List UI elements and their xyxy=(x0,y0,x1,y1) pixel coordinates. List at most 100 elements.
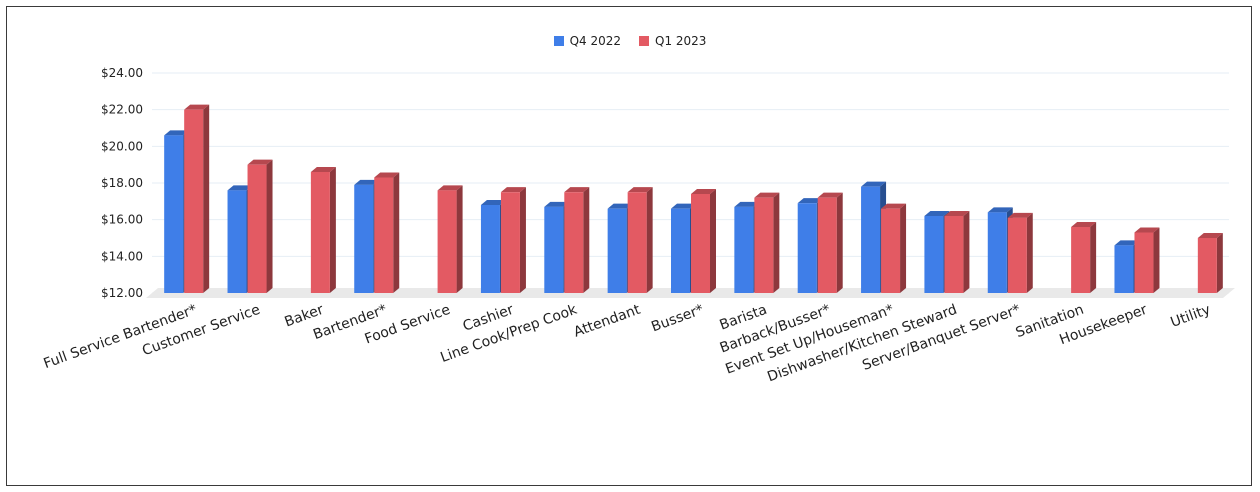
bar xyxy=(627,187,653,293)
bar xyxy=(817,192,843,293)
bar-front xyxy=(247,164,267,293)
bar-front xyxy=(184,109,204,294)
bar-top xyxy=(247,159,273,165)
bar-top xyxy=(881,203,907,209)
bar-side xyxy=(203,104,210,294)
bar-top xyxy=(671,203,696,209)
bar-front xyxy=(227,190,247,293)
bar-front xyxy=(480,205,500,293)
bar-top xyxy=(500,187,526,193)
bar-top xyxy=(627,187,653,193)
bar xyxy=(944,211,970,293)
bar-top xyxy=(797,198,823,204)
bar-front xyxy=(1134,232,1154,293)
y-tick-label: $18.00 xyxy=(101,176,143,190)
bar-top xyxy=(1071,222,1097,227)
bar-front xyxy=(354,184,374,293)
bar-top xyxy=(1007,212,1033,218)
x-tick-label: Utility xyxy=(1169,302,1213,331)
bar-front xyxy=(987,212,1007,293)
bar-top xyxy=(310,167,336,172)
chart-frame: Q4 2022 Q1 2023 $12.00 $14.00 $16.00 $18.00… xyxy=(6,6,1252,486)
bar-front xyxy=(691,194,710,293)
bar-front xyxy=(797,203,817,293)
bar-chart: $12.00 $14.00 $16.00 $18.00 $20.00 $22.00 $24.… xyxy=(42,66,1235,385)
bar-top xyxy=(607,203,633,209)
bar-front xyxy=(1007,217,1027,293)
bar xyxy=(881,203,907,293)
bar xyxy=(1197,233,1223,293)
bar xyxy=(500,187,526,293)
bar-top xyxy=(734,201,760,207)
bar-front xyxy=(544,206,564,293)
bar xyxy=(754,192,780,293)
bar-side xyxy=(1153,227,1160,293)
legend-label-q1-2023: Q1 2023 xyxy=(655,34,707,48)
bar-side xyxy=(710,189,716,293)
legend-item-q4-2022[interactable]: Q4 2022 xyxy=(553,34,621,48)
bar xyxy=(691,189,716,293)
bar-front xyxy=(164,135,184,293)
bar-front xyxy=(754,197,774,293)
x-tick-label: Busser* xyxy=(649,302,706,336)
bar-side xyxy=(1026,212,1033,293)
bar-top xyxy=(944,211,970,216)
bar-front xyxy=(374,177,394,293)
bar-top xyxy=(227,185,253,191)
y-tick-label: $12.00 xyxy=(101,286,143,300)
bar-side xyxy=(519,187,526,293)
bar-top xyxy=(480,200,506,205)
bar-side xyxy=(963,211,970,293)
bar-side xyxy=(329,167,336,293)
bar-front xyxy=(734,206,754,293)
legend-item-q1-2023[interactable]: Q1 2023 xyxy=(639,34,706,48)
bar-side xyxy=(266,159,273,293)
y-tick-label: $22.00 xyxy=(101,103,143,117)
bar-side xyxy=(583,187,590,293)
bar-top xyxy=(924,211,950,216)
bar-front xyxy=(817,197,837,293)
bar-top xyxy=(691,189,716,194)
bar-top xyxy=(817,192,843,198)
bar xyxy=(437,185,463,293)
bar-front xyxy=(924,216,944,293)
bar-side xyxy=(393,172,400,293)
bar-front xyxy=(861,186,881,293)
bar xyxy=(564,187,590,293)
bar-top xyxy=(164,130,190,136)
bar-front xyxy=(881,208,901,293)
bar-side xyxy=(456,185,463,293)
y-tick-label: $14.00 xyxy=(101,249,143,263)
bar-front xyxy=(671,208,690,293)
bar xyxy=(247,159,273,293)
bar-top xyxy=(861,181,887,187)
bar-top xyxy=(437,185,463,191)
bar-top xyxy=(374,172,400,178)
bar-front xyxy=(1071,227,1091,293)
bar-top xyxy=(354,179,380,185)
y-tick-label: $20.00 xyxy=(101,139,143,153)
bar-front xyxy=(500,192,520,293)
bar-top xyxy=(754,192,780,198)
bar-top xyxy=(544,201,570,207)
legend-label-q4-2022: Q4 2022 xyxy=(569,34,621,48)
bar-top xyxy=(987,207,1013,213)
bar xyxy=(310,167,336,293)
bar-side xyxy=(773,192,780,293)
bar-top xyxy=(1114,240,1140,246)
bar-front xyxy=(437,190,457,293)
bar-top xyxy=(1197,233,1223,238)
bar xyxy=(184,104,210,294)
bar-top xyxy=(184,104,210,110)
legend-swatch-q1-2023 xyxy=(639,36,649,46)
bar-front xyxy=(627,192,647,293)
bar-side xyxy=(1216,233,1223,293)
bar xyxy=(1071,222,1097,293)
bar-side xyxy=(646,187,653,293)
bar-front xyxy=(944,216,964,293)
bar-front xyxy=(310,172,330,293)
bar xyxy=(374,172,400,293)
bar-front xyxy=(564,192,584,293)
bar-side xyxy=(900,203,907,293)
y-tick-label: $24.00 xyxy=(101,66,143,80)
